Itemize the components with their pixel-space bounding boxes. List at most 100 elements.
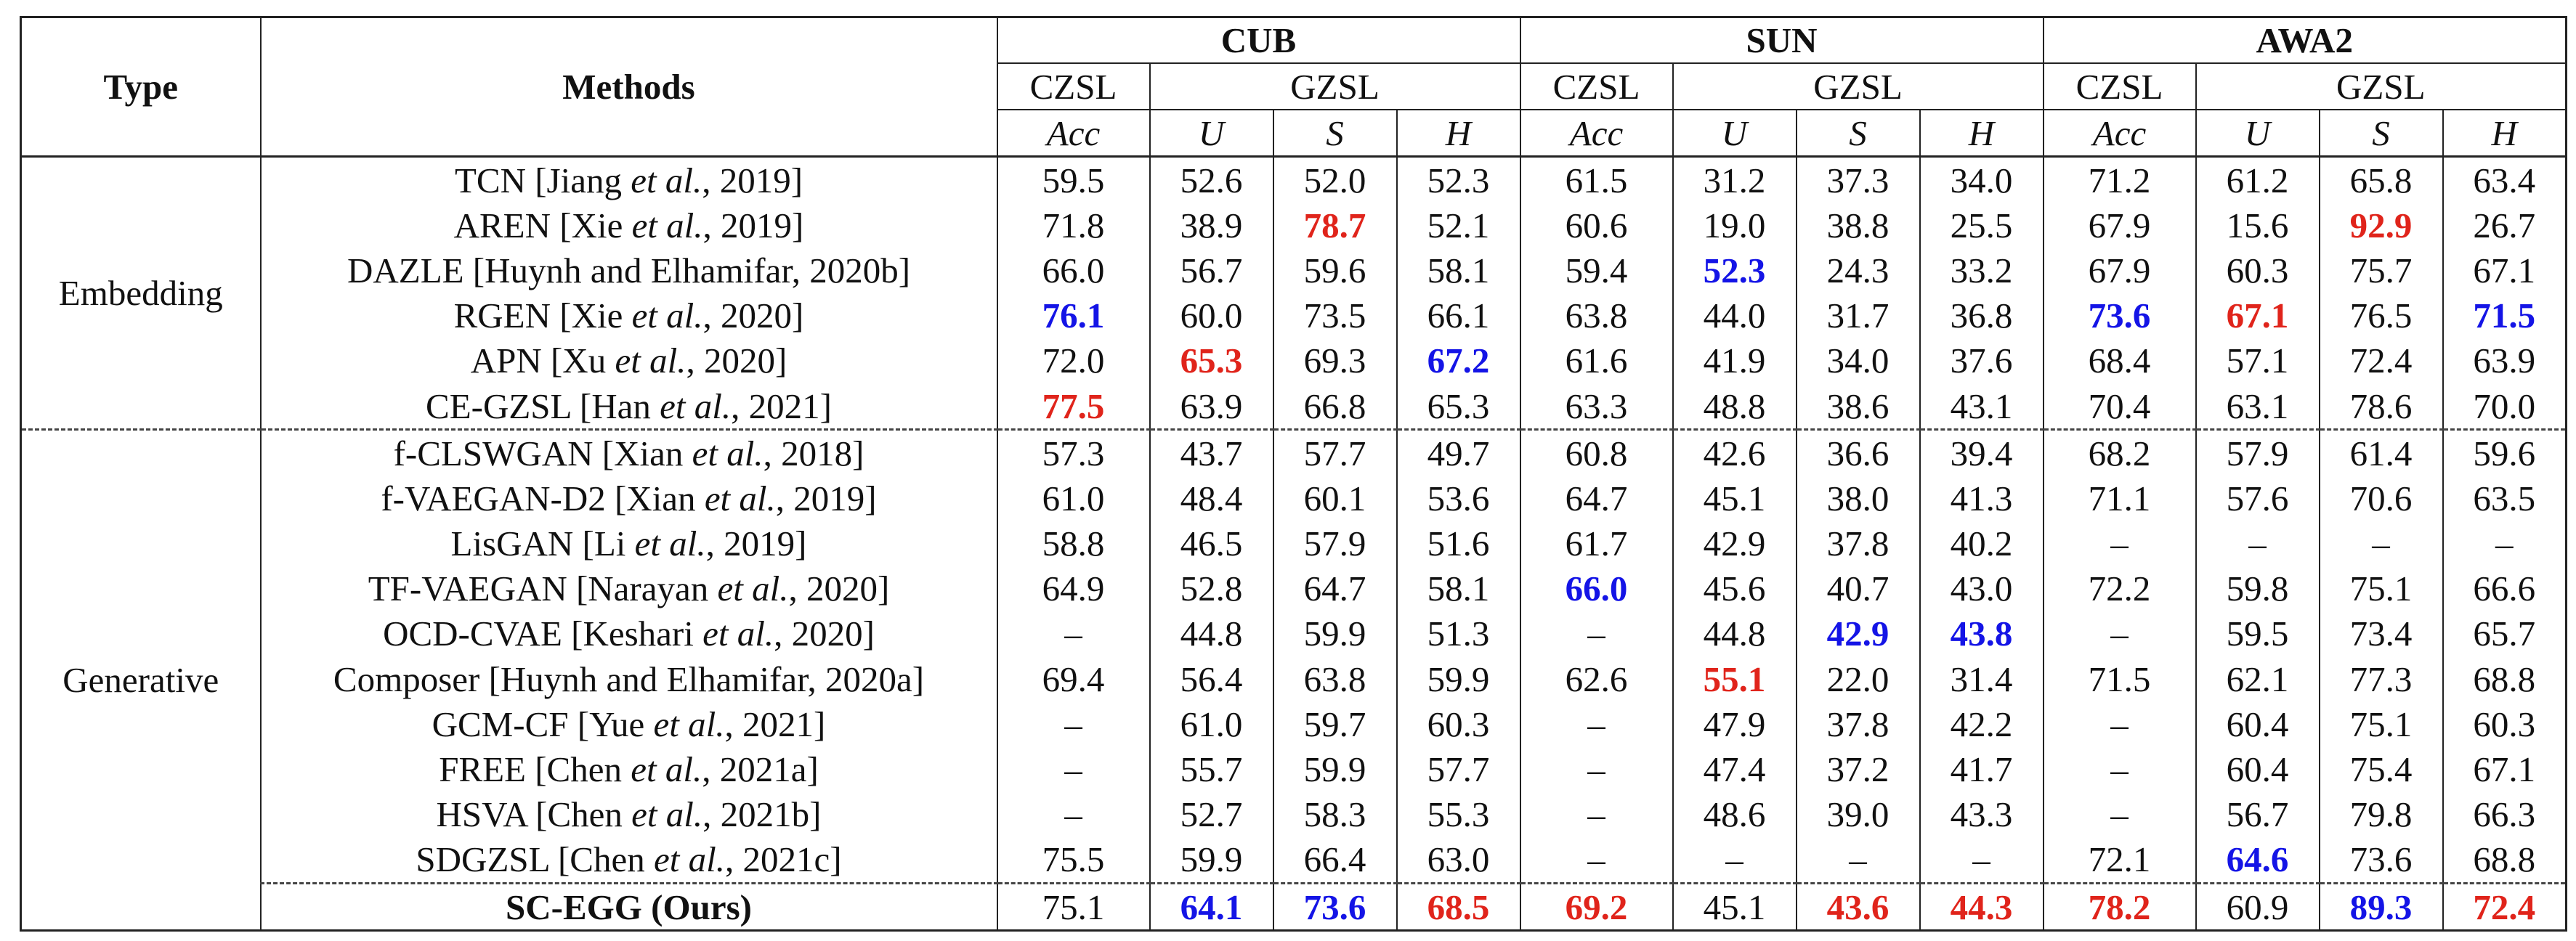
value-cell-awa2-gzsl-h: 68.8 bbox=[2442, 656, 2567, 702]
metric-header-cub-s: S bbox=[1272, 109, 1397, 158]
value-cell-cub-gzsl-s: 59.9 bbox=[1272, 746, 1397, 792]
method-name-cell: AREN [Xie et al., 2019] bbox=[259, 203, 997, 248]
value-cell-awa2-gzsl-u: 59.8 bbox=[2195, 566, 2320, 611]
value-cell-awa2-czsl-acc: – bbox=[2042, 791, 2196, 837]
value-cell-awa2-gzsl-u: 59.5 bbox=[2195, 611, 2320, 657]
value-cell-awa2-gzsl-u: 60.4 bbox=[2195, 746, 2320, 792]
method-name-cell: APN [Xu et al., 2020] bbox=[259, 338, 997, 383]
value-cell-cub-gzsl-s: 52.0 bbox=[1272, 156, 1397, 203]
value-cell-sun-gzsl-s: 37.8 bbox=[1795, 521, 1920, 566]
czsl-header-sun: CZSL bbox=[1519, 62, 1673, 110]
metric-header-cub-h: H bbox=[1396, 109, 1520, 158]
value-cell-cub-czsl-acc: 57.3 bbox=[996, 428, 1150, 476]
value-cell-cub-gzsl-u: 52.7 bbox=[1149, 791, 1273, 837]
metric-header-row: Acc U S H Acc U S H Acc U S H bbox=[21, 109, 2567, 158]
value-cell-sun-gzsl-s: 31.7 bbox=[1795, 293, 1920, 338]
method-citation-year: , 2021b] bbox=[702, 794, 822, 835]
value-cell-cub-gzsl-h: 52.3 bbox=[1396, 156, 1520, 203]
value-cell-awa2-gzsl-h: 66.3 bbox=[2442, 791, 2567, 837]
value-cell-cub-gzsl-s: 69.3 bbox=[1272, 338, 1397, 383]
value-cell-cub-czsl-acc: 77.5 bbox=[996, 383, 1150, 430]
value-cell-awa2-gzsl-h: 26.7 bbox=[2442, 203, 2567, 248]
value-cell-awa2-czsl-acc: 78.2 bbox=[2042, 881, 2196, 931]
value-cell-cub-gzsl-s: 66.4 bbox=[1272, 836, 1397, 884]
method-name: FREE [Chen bbox=[439, 749, 622, 790]
value-cell-awa2-gzsl-s: 77.3 bbox=[2318, 656, 2443, 702]
value-cell-cub-czsl-acc: 75.5 bbox=[996, 836, 1150, 884]
value-cell-sun-gzsl-s: 22.0 bbox=[1795, 656, 1920, 702]
value-cell-sun-gzsl-s: 43.6 bbox=[1795, 881, 1920, 931]
value-cell-sun-gzsl-s: – bbox=[1795, 836, 1920, 884]
method-citation-etal: et al. bbox=[631, 749, 702, 790]
results-table: Type Methods CUB SUN AWA2 CZSL GZSL CZSL… bbox=[20, 16, 2567, 932]
value-cell-sun-gzsl-u: 44.0 bbox=[1672, 293, 1797, 338]
value-cell-awa2-gzsl-u: 61.2 bbox=[2195, 156, 2320, 203]
value-cell-sun-gzsl-s: 24.3 bbox=[1795, 248, 1920, 293]
metric-header-awa2-acc: Acc bbox=[2042, 109, 2196, 158]
group-type-cell: Generative bbox=[20, 428, 261, 931]
method-citation-etal: et al. bbox=[634, 524, 706, 564]
method-name-cell: GCM-CF [Yue et al., 2021] bbox=[259, 701, 997, 747]
value-cell-awa2-gzsl-h: 72.4 bbox=[2442, 881, 2567, 931]
dataset-header-sun: SUN bbox=[1519, 17, 2044, 63]
metric-header-sun-acc: Acc bbox=[1519, 109, 1673, 158]
value-cell-awa2-gzsl-u: 15.6 bbox=[2195, 203, 2320, 248]
value-cell-sun-gzsl-h: 33.2 bbox=[1919, 248, 2044, 293]
value-cell-sun-czsl-acc: – bbox=[1519, 791, 1673, 837]
method-name: TCN [Jiang bbox=[454, 160, 622, 200]
method-name: SDGZSL [Chen bbox=[416, 839, 645, 880]
value-cell-sun-czsl-acc: – bbox=[1519, 746, 1673, 792]
value-cell-sun-gzsl-s: 37.3 bbox=[1795, 156, 1920, 203]
value-cell-awa2-gzsl-s: 75.1 bbox=[2318, 701, 2443, 747]
value-cell-cub-czsl-acc: – bbox=[996, 746, 1150, 792]
dataset-header-cub: CUB bbox=[996, 17, 1520, 63]
value-cell-awa2-gzsl-u: 64.6 bbox=[2195, 836, 2320, 884]
metric-header-sun-s: S bbox=[1795, 109, 1920, 158]
value-cell-sun-gzsl-h: 37.6 bbox=[1919, 338, 2044, 383]
value-cell-sun-gzsl-s: 36.6 bbox=[1795, 428, 1920, 476]
value-cell-sun-gzsl-h: 39.4 bbox=[1919, 428, 2044, 476]
results-body: Embedding TCN [Jiang et al., 2019] 59.5 52.… bbox=[20, 156, 2567, 931]
value-cell-awa2-gzsl-h: – bbox=[2442, 521, 2567, 566]
value-cell-cub-gzsl-s: 59.6 bbox=[1272, 248, 1397, 293]
value-cell-awa2-gzsl-s: 79.8 bbox=[2318, 791, 2443, 837]
gzsl-header-cub: GZSL bbox=[1149, 62, 1520, 110]
method-name: Composer [Huynh and Elhamifar, 2020a] bbox=[333, 659, 925, 699]
value-cell-sun-gzsl-h: 43.1 bbox=[1919, 383, 2044, 430]
value-cell-awa2-czsl-acc: 71.1 bbox=[2042, 476, 2196, 521]
value-cell-awa2-gzsl-s: – bbox=[2318, 521, 2443, 566]
value-cell-awa2-czsl-acc: 72.2 bbox=[2042, 566, 2196, 611]
value-cell-sun-czsl-acc: 61.6 bbox=[1519, 338, 1673, 383]
method-name-cell: FREE [Chen et al., 2021a] bbox=[259, 746, 997, 792]
table-row: Generative f-CLSWGAN [Xian et al., 2018] 5… bbox=[20, 428, 2567, 931]
method-name-cell: OCD-CVAE [Keshari et al., 2020] bbox=[259, 611, 997, 657]
value-cell-sun-gzsl-u: – bbox=[1672, 836, 1797, 884]
value-cell-sun-gzsl-u: 31.2 bbox=[1672, 156, 1797, 203]
value-cell-cub-czsl-acc: 72.0 bbox=[996, 338, 1150, 383]
table-row: OCD-CVAE [Keshari et al., 2020] –44.8 59.9… bbox=[21, 611, 2567, 657]
table-row: f-VAEGAN-D2 [Xian et al., 2019] 61.0 48.4 6… bbox=[21, 476, 2567, 521]
table-row: TF-VAEGAN [Narayan et al., 2020] 64.9 52.8… bbox=[21, 566, 2567, 611]
value-cell-sun-gzsl-h: 41.3 bbox=[1919, 476, 2044, 521]
table-row: DAZLE [Huynh and Elhamifar, 2020b] 66.0 56… bbox=[21, 248, 2567, 293]
value-cell-awa2-gzsl-s: 73.4 bbox=[2318, 611, 2443, 657]
value-cell-cub-gzsl-u: 52.8 bbox=[1149, 566, 1273, 611]
value-cell-cub-gzsl-h: 55.3 bbox=[1396, 791, 1520, 837]
value-cell-cub-gzsl-s: 78.7 bbox=[1272, 203, 1397, 248]
table-row: Embedding TCN [Jiang et al., 2019] 59.5 52.… bbox=[21, 156, 2567, 311]
value-cell-cub-gzsl-h: 65.3 bbox=[1396, 383, 1520, 430]
method-name: LisGAN [Li bbox=[450, 524, 626, 564]
method-citation-etal: et al. bbox=[702, 614, 774, 654]
table-row: GCM-CF [Yue et al., 2021] –61.0 59.7 60.3–4… bbox=[21, 701, 2567, 747]
value-cell-cub-czsl-acc: 61.0 bbox=[996, 476, 1150, 521]
value-cell-sun-gzsl-u: 45.1 bbox=[1672, 476, 1797, 521]
value-cell-cub-gzsl-h: 52.1 bbox=[1396, 203, 1520, 248]
method-citation-etal: et al. bbox=[717, 569, 789, 609]
value-cell-sun-gzsl-s: 34.0 bbox=[1795, 338, 1920, 383]
value-cell-cub-czsl-acc: 59.5 bbox=[996, 156, 1150, 203]
value-cell-awa2-gzsl-s: 65.8 bbox=[2318, 156, 2443, 203]
metric-header-cub-u: U bbox=[1149, 109, 1273, 158]
value-cell-awa2-czsl-acc: 71.2 bbox=[2042, 156, 2196, 203]
value-cell-cub-gzsl-h: 49.7 bbox=[1396, 428, 1520, 476]
method-name-cell: f-VAEGAN-D2 [Xian et al., 2019] bbox=[259, 476, 997, 521]
